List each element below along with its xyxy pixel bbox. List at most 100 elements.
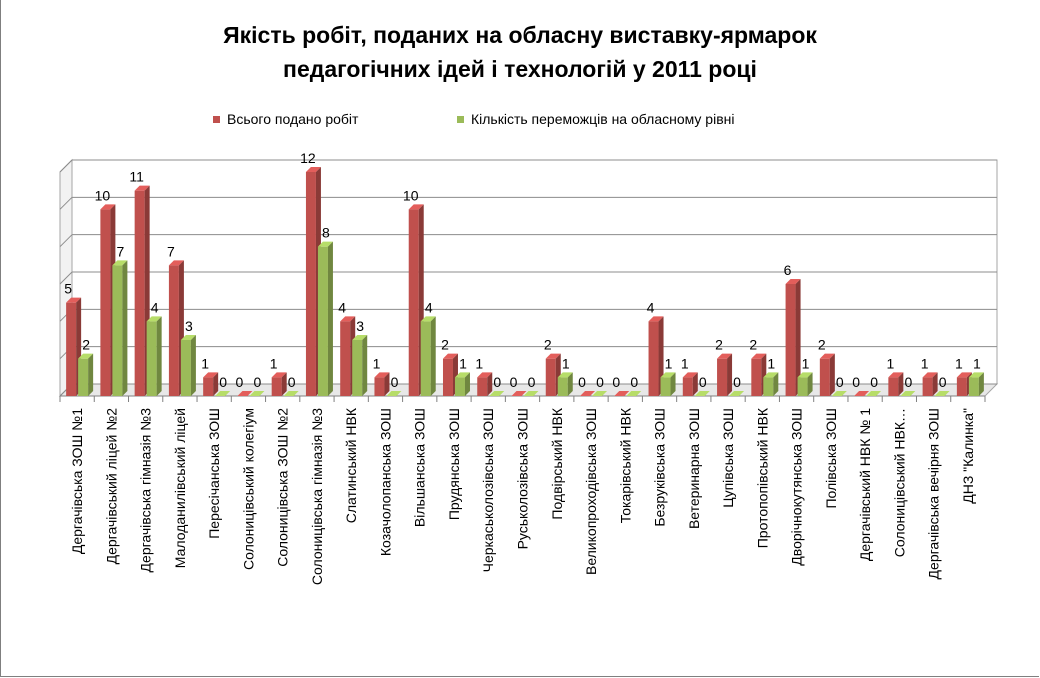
bar-top-winners xyxy=(592,391,608,396)
data-label-total: 0 xyxy=(612,374,620,390)
category-label: Солоницівський колегіум xyxy=(240,408,256,570)
bar-side-winners xyxy=(670,372,676,396)
bar-total xyxy=(305,172,316,396)
bar-winners xyxy=(112,265,123,396)
data-label-total: 0 xyxy=(236,374,244,390)
category-label: Великопроходівська ЗОШ xyxy=(583,408,599,575)
data-label-total: 1 xyxy=(955,355,963,371)
bar-winners xyxy=(146,321,157,396)
data-label-winners: 1 xyxy=(665,355,673,371)
data-label-winners: 3 xyxy=(356,318,364,334)
data-label-winners: 7 xyxy=(116,243,124,259)
bar-top-total xyxy=(237,391,253,396)
bar-winners xyxy=(454,377,465,396)
data-label-total: 5 xyxy=(64,281,72,297)
data-label-total: 12 xyxy=(300,150,316,166)
data-label-winners: 0 xyxy=(528,374,536,390)
bar-top-winners xyxy=(386,391,402,396)
bar-top-winners xyxy=(523,391,539,396)
bar-total xyxy=(408,209,419,396)
category-label: Черкаськолозівська ЗОШ xyxy=(480,408,496,572)
bar-side-total xyxy=(829,353,835,396)
data-label-total: 2 xyxy=(441,337,449,353)
bar-top-winners xyxy=(283,391,299,396)
bar-total xyxy=(785,284,796,396)
bar-winners xyxy=(352,340,363,396)
data-label-winners: 0 xyxy=(870,374,878,390)
bar-total xyxy=(374,377,385,396)
bar-total xyxy=(442,358,453,396)
bar-top-winners xyxy=(215,391,231,396)
data-label-winners: 2 xyxy=(82,337,90,353)
bar-side-winners xyxy=(362,335,368,396)
data-label-total: 2 xyxy=(818,337,826,353)
data-label-winners: 0 xyxy=(219,374,227,390)
bar-side-winners xyxy=(122,260,128,396)
category-label: Дергачівська гімназія №3 xyxy=(138,408,154,573)
bar-side-winners xyxy=(807,372,813,396)
bar-winners xyxy=(317,246,328,396)
data-label-winners: 1 xyxy=(562,355,570,371)
bar-side-total xyxy=(692,372,698,396)
data-label-winners: 4 xyxy=(425,299,433,315)
legend-swatch-total xyxy=(213,115,220,123)
bar-total xyxy=(168,265,179,396)
legend-item-total: Всього подано робіт xyxy=(213,111,358,127)
data-label-winners: 0 xyxy=(733,374,741,390)
category-label: Малоданилівський ліцей xyxy=(172,408,188,568)
bar-total xyxy=(819,358,830,396)
bar-top-total xyxy=(511,391,527,396)
bar-winners xyxy=(180,340,191,396)
bar-top-winners xyxy=(934,391,950,396)
bar-total xyxy=(717,358,728,396)
bar-winners xyxy=(420,321,431,396)
bar-side-winners xyxy=(978,372,984,396)
bar-total xyxy=(751,358,762,396)
gridline-side xyxy=(59,271,73,285)
data-label-winners: 0 xyxy=(836,374,844,390)
data-label-total: 4 xyxy=(647,299,655,315)
category-label: Солоницівська гімназія №3 xyxy=(309,408,325,585)
data-label-winners: 0 xyxy=(493,374,501,390)
data-label-total: 1 xyxy=(373,355,381,371)
bar-side-total xyxy=(932,372,938,396)
data-label-total: 1 xyxy=(681,355,689,371)
chart-legend: Всього подано робіт Кількість переможців… xyxy=(0,111,1040,131)
bar-total xyxy=(956,377,967,396)
bar-top-winners xyxy=(831,391,847,396)
bar-top-winners xyxy=(249,391,265,396)
category-label: Ветеринарна ЗОШ xyxy=(686,408,702,529)
category-label: Подвірський НВК xyxy=(549,407,565,519)
data-label-total: 1 xyxy=(886,355,894,371)
data-label-winners: 0 xyxy=(699,374,707,390)
category-label: ДНЗ "Калинка" xyxy=(960,408,976,504)
bar-winners xyxy=(78,358,89,396)
bar-top-total xyxy=(580,391,596,396)
data-label-winners: 1 xyxy=(459,355,467,371)
category-label: Слатинський НВК xyxy=(343,407,359,523)
bar-winners xyxy=(797,377,808,396)
data-label-winners: 0 xyxy=(288,374,296,390)
bar-total xyxy=(888,377,899,396)
data-label-total: 4 xyxy=(338,299,346,315)
gridline-side xyxy=(59,196,73,210)
bar-top-winners xyxy=(694,391,710,396)
category-label: Полівська ЗОШ xyxy=(823,408,839,509)
bar-side-winners xyxy=(156,316,162,396)
data-label-winners: 3 xyxy=(185,318,193,334)
bar-side-winners xyxy=(464,372,470,396)
data-label-winners: 0 xyxy=(254,374,262,390)
legend-label-total: Всього подано робіт xyxy=(227,111,359,127)
bar-total xyxy=(203,377,214,396)
chart-title-line-1: Якість робіт, поданих на обласну виставк… xyxy=(223,22,817,48)
bar-total xyxy=(271,377,282,396)
data-label-winners: 8 xyxy=(322,225,330,241)
bar-top-winners xyxy=(489,391,505,396)
data-label-total: 2 xyxy=(715,337,723,353)
category-label: Пересічанська ЗОШ xyxy=(206,408,222,539)
bar-total xyxy=(682,377,693,396)
bar-total xyxy=(922,377,933,396)
gridline-side xyxy=(59,234,73,248)
category-label: Безруківська ЗОШ xyxy=(652,408,668,527)
